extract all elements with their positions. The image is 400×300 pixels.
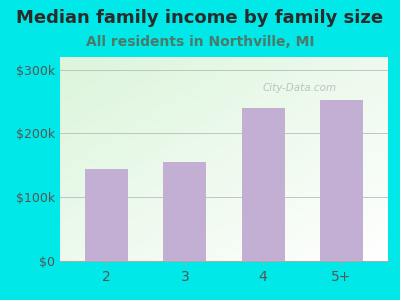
Bar <box>164 162 206 261</box>
Bar <box>85 169 128 261</box>
Text: City-Data.com: City-Data.com <box>262 82 336 93</box>
Bar <box>242 108 284 261</box>
Text: All residents in Northville, MI: All residents in Northville, MI <box>86 34 314 49</box>
Text: Median family income by family size: Median family income by family size <box>16 9 384 27</box>
Bar <box>320 100 363 261</box>
